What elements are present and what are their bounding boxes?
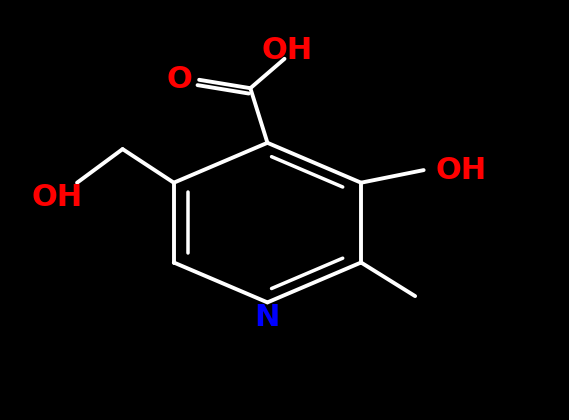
Text: OH: OH xyxy=(435,155,486,185)
Text: OH: OH xyxy=(262,36,313,65)
Text: OH: OH xyxy=(31,183,83,212)
Text: N: N xyxy=(255,302,280,332)
Text: O: O xyxy=(166,65,192,94)
